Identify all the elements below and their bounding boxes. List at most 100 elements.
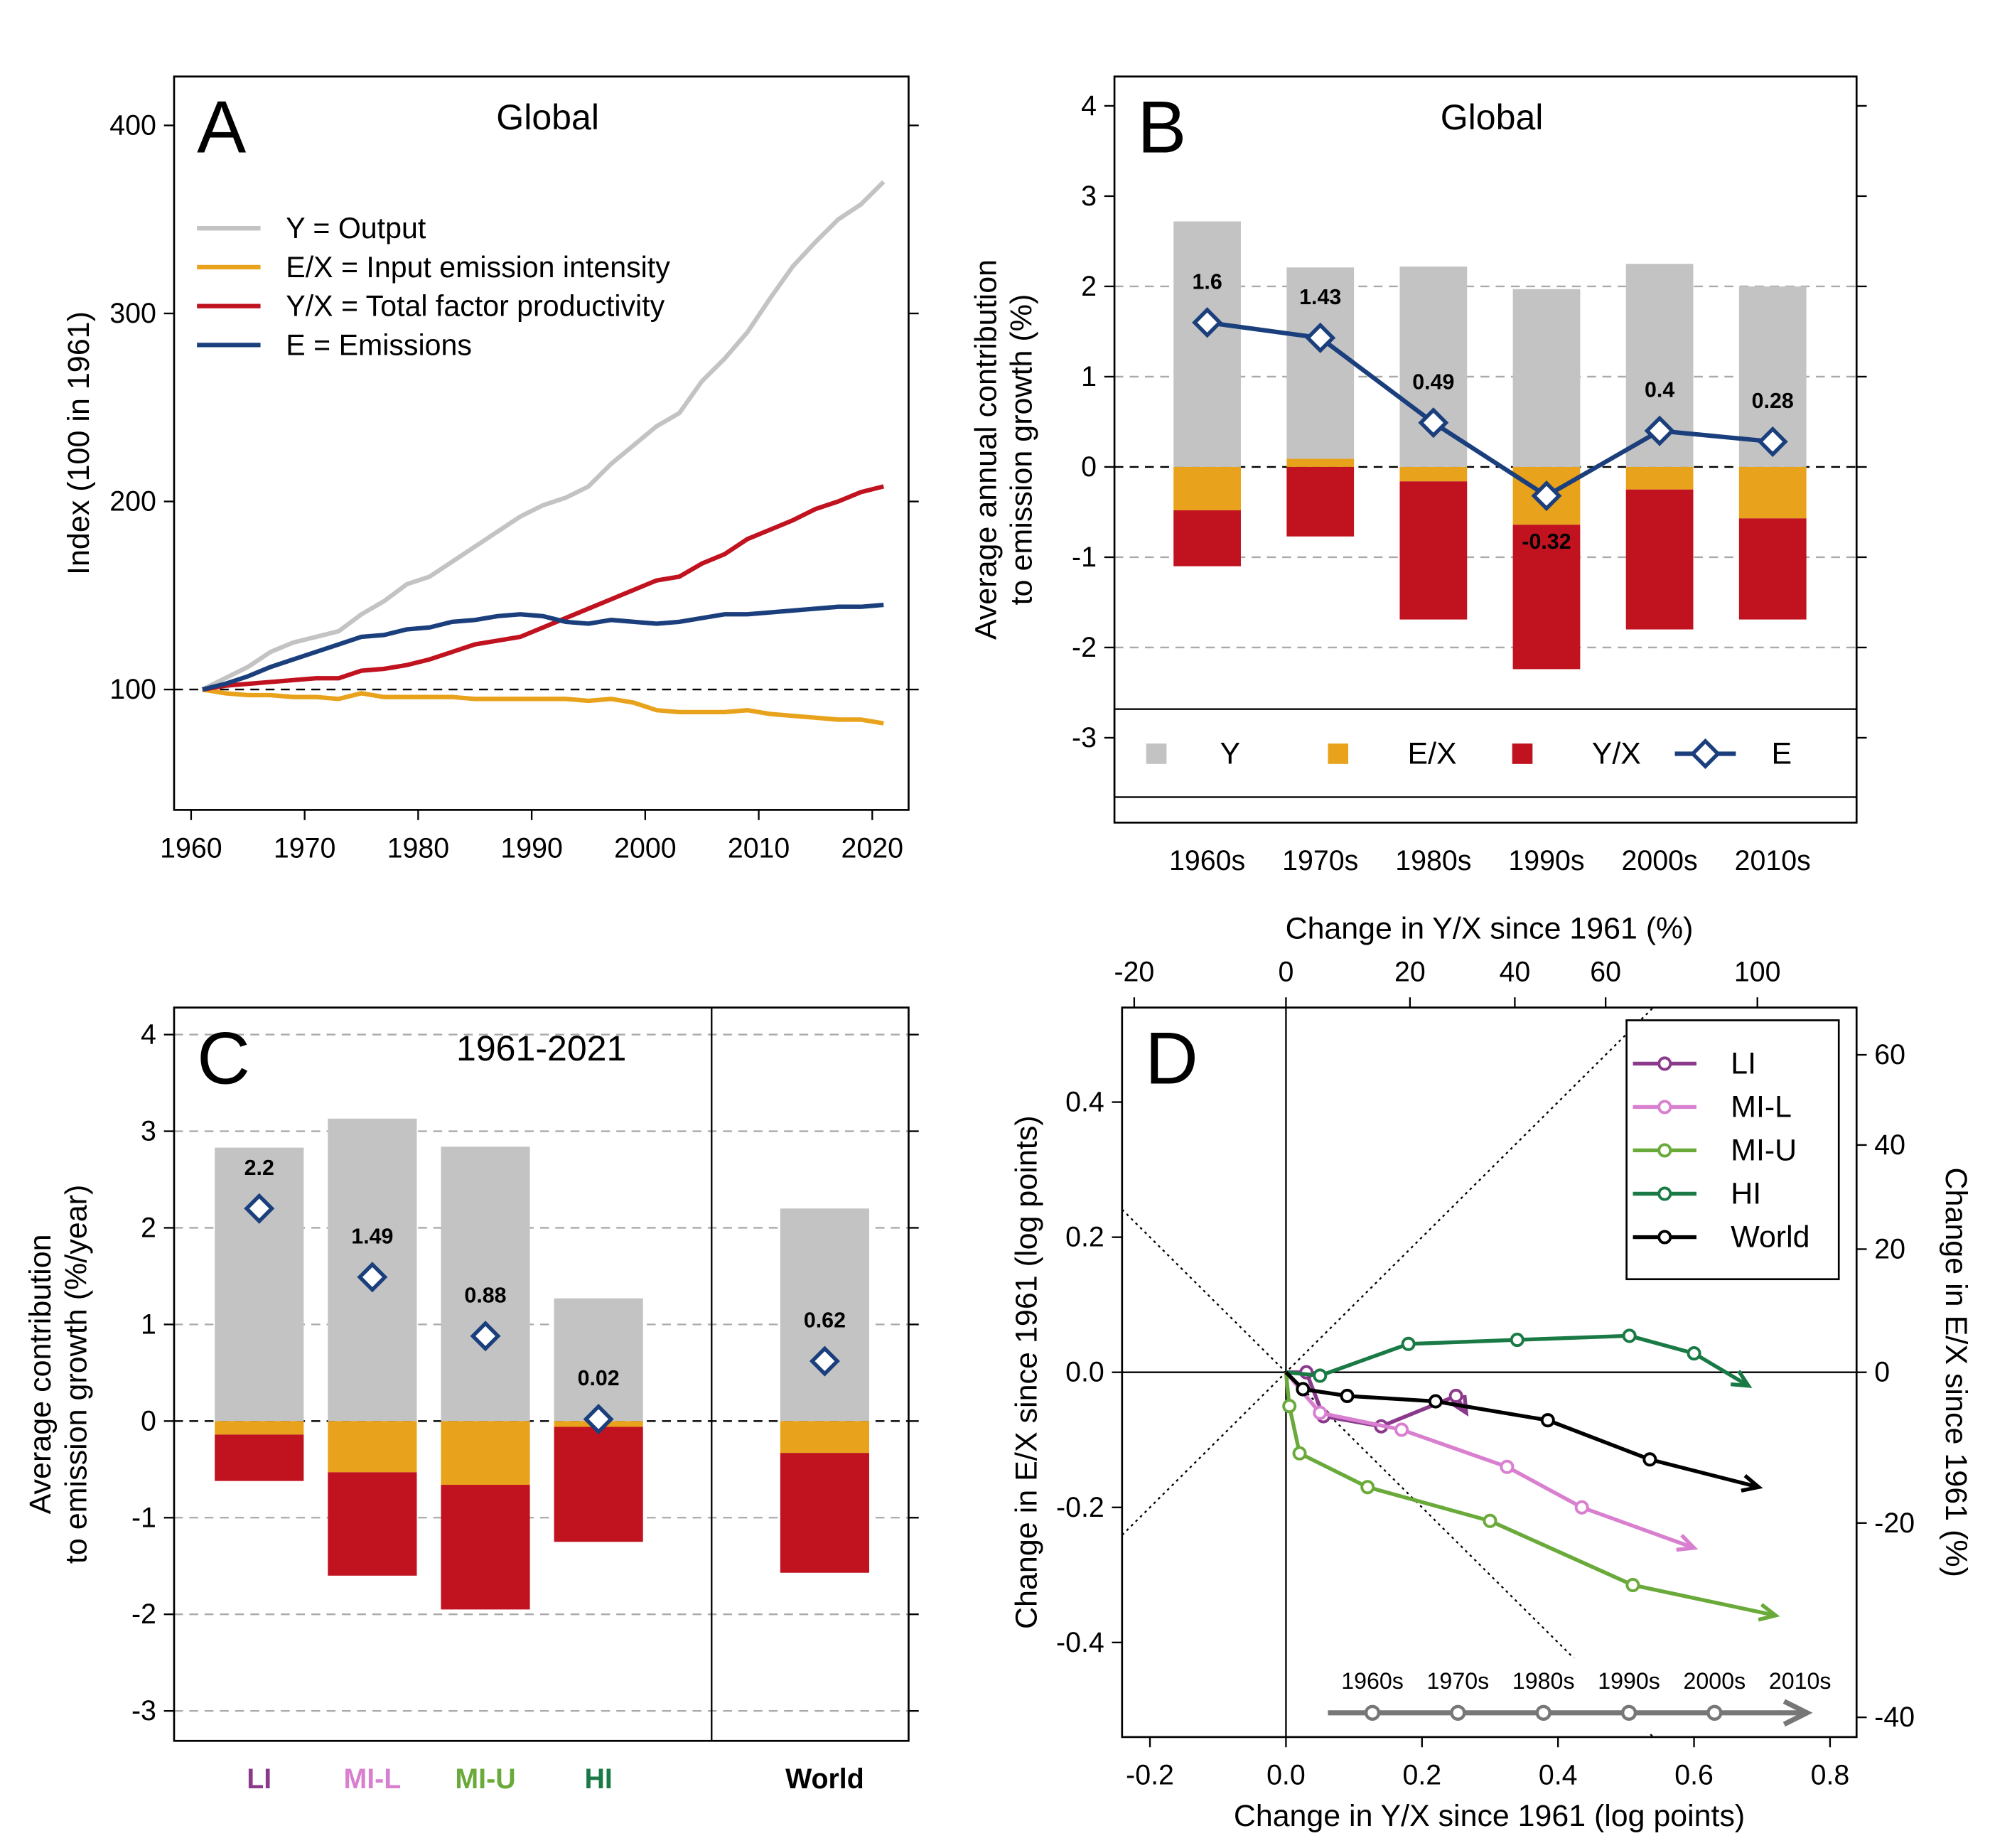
- bar: [554, 1298, 643, 1422]
- x-tick-label: MI-L: [343, 1763, 401, 1795]
- y-axis-label: to emission growth (%/year): [59, 1185, 93, 1564]
- x-tick-label: 1990s: [1508, 845, 1584, 876]
- legend-swatch: [1657, 1100, 1672, 1114]
- point: [1687, 1346, 1701, 1361]
- timeline-label: 1980s: [1512, 1668, 1575, 1694]
- y-tick-label: 200: [109, 486, 156, 517]
- legend-label: Y: [1220, 736, 1240, 770]
- value-label: 0.88: [464, 1283, 506, 1307]
- panel: -3 -2 -1 0 1 2 3 4 Average contribution to emissi…: [23, 1006, 919, 1795]
- bar: [554, 1427, 643, 1542]
- bar: [215, 1434, 304, 1481]
- point: [1360, 1480, 1375, 1495]
- bar: [1173, 510, 1241, 566]
- x-tick-label: 2010s: [1735, 845, 1811, 876]
- timeline-arrow: [1782, 1699, 1813, 1727]
- value-label: 0.62: [804, 1309, 846, 1333]
- marker: [583, 1404, 614, 1435]
- panel-letter: C: [197, 1017, 250, 1100]
- x-tick-label: LI: [247, 1763, 271, 1795]
- bar: [441, 1485, 530, 1610]
- marker: [1644, 415, 1675, 446]
- value-label: 2.2: [244, 1156, 274, 1180]
- point: [1428, 1394, 1443, 1409]
- y-tick-label: 400: [109, 109, 156, 141]
- bar: [215, 1421, 304, 1435]
- timeline-dot: [1450, 1704, 1466, 1721]
- y-tick-label: 4: [141, 1019, 156, 1051]
- x2-axis-label: Change in Y/X since 1961 (%): [1286, 911, 1694, 945]
- point: [1401, 1336, 1416, 1351]
- x-tick-label: MI-U: [455, 1763, 515, 1795]
- y-tick-label: 100: [109, 674, 156, 705]
- line: [1284, 1370, 1695, 1550]
- y-axis-label: Average annual contribution: [969, 259, 1004, 640]
- y-axis-label: Change in E/X since 1961 (log points): [1010, 1115, 1044, 1629]
- line: [1284, 1372, 1776, 1618]
- bar: [1625, 466, 1694, 490]
- y-tick-label: 0.2: [1065, 1222, 1104, 1253]
- x2-tick-label: 100: [1734, 956, 1781, 987]
- bar: [441, 1146, 530, 1422]
- value-label: 1.43: [1299, 285, 1341, 309]
- legend-swatch: [1657, 1143, 1672, 1158]
- x-tick-label: 1970: [274, 832, 335, 864]
- arrowhead: [1730, 1370, 1753, 1388]
- y-tick-label: 1: [141, 1309, 156, 1340]
- legend-label: MI-L: [1731, 1090, 1792, 1124]
- panel-letter: A: [197, 86, 247, 168]
- marker: [244, 1193, 275, 1224]
- point: [1313, 1368, 1328, 1383]
- point: [1510, 1333, 1524, 1348]
- x-tick-label: 0.0: [1266, 1760, 1306, 1791]
- timeline-label: 2010s: [1769, 1668, 1832, 1694]
- panel-letter: D: [1145, 1017, 1198, 1100]
- legend-label: MI-U: [1731, 1133, 1797, 1167]
- y2-tick-label: -20: [1874, 1508, 1915, 1539]
- y-tick-label: 300: [109, 298, 156, 329]
- value-label: 0.49: [1412, 370, 1454, 394]
- y-tick-label: -1: [131, 1502, 156, 1533]
- y-tick-label: 0.0: [1065, 1357, 1104, 1388]
- bar: [1625, 489, 1694, 630]
- y-tick-label: 0.4: [1065, 1087, 1104, 1118]
- x2-tick-label: -20: [1114, 956, 1154, 987]
- x-tick-label: 1960s: [1169, 845, 1245, 876]
- marker: [1192, 307, 1223, 338]
- point: [1448, 1388, 1463, 1404]
- bar: [215, 1147, 304, 1422]
- x-tick-label: 0.6: [1674, 1760, 1714, 1791]
- x-tick-label: World: [785, 1763, 864, 1795]
- y-tick-label: 1: [1081, 361, 1097, 392]
- bar: [1286, 267, 1355, 459]
- x-tick-label: 0.4: [1539, 1760, 1578, 1791]
- plot-frame: [173, 75, 910, 811]
- bar: [328, 1472, 417, 1576]
- legend-label: E/X = Input emission intensity: [286, 251, 670, 284]
- value-label: -0.32: [1522, 530, 1571, 554]
- legend-label: E = Emissions: [286, 328, 472, 361]
- y2-tick-label: 40: [1874, 1129, 1905, 1161]
- x-tick-label: HI: [584, 1763, 612, 1795]
- y-axis-label: to emission growth (%): [1005, 294, 1039, 606]
- panel-letter: B: [1137, 86, 1186, 168]
- bar: [441, 1421, 530, 1486]
- legend-swatch: [1328, 743, 1349, 764]
- value-label: 1.6: [1192, 269, 1222, 294]
- line: [1207, 320, 1773, 499]
- marker: [357, 1262, 388, 1293]
- y-tick-label: -0.4: [1056, 1627, 1104, 1658]
- timeline-label: 1960s: [1341, 1668, 1404, 1694]
- legend-label: E: [1771, 736, 1792, 770]
- legend-label: Y/X: [1592, 736, 1641, 770]
- timeline-dot: [1620, 1704, 1637, 1721]
- bar: [1399, 466, 1468, 482]
- bar: [780, 1453, 869, 1573]
- point: [1313, 1405, 1328, 1420]
- legend-swatch: [1657, 1230, 1672, 1245]
- legend-label: Y/X = Total factor productivity: [286, 290, 665, 323]
- plot-frame: [1121, 1006, 1858, 1739]
- value-label: 0.4: [1645, 378, 1674, 402]
- y2-tick-label: 20: [1874, 1233, 1905, 1264]
- legend-swatch: [1657, 1186, 1672, 1201]
